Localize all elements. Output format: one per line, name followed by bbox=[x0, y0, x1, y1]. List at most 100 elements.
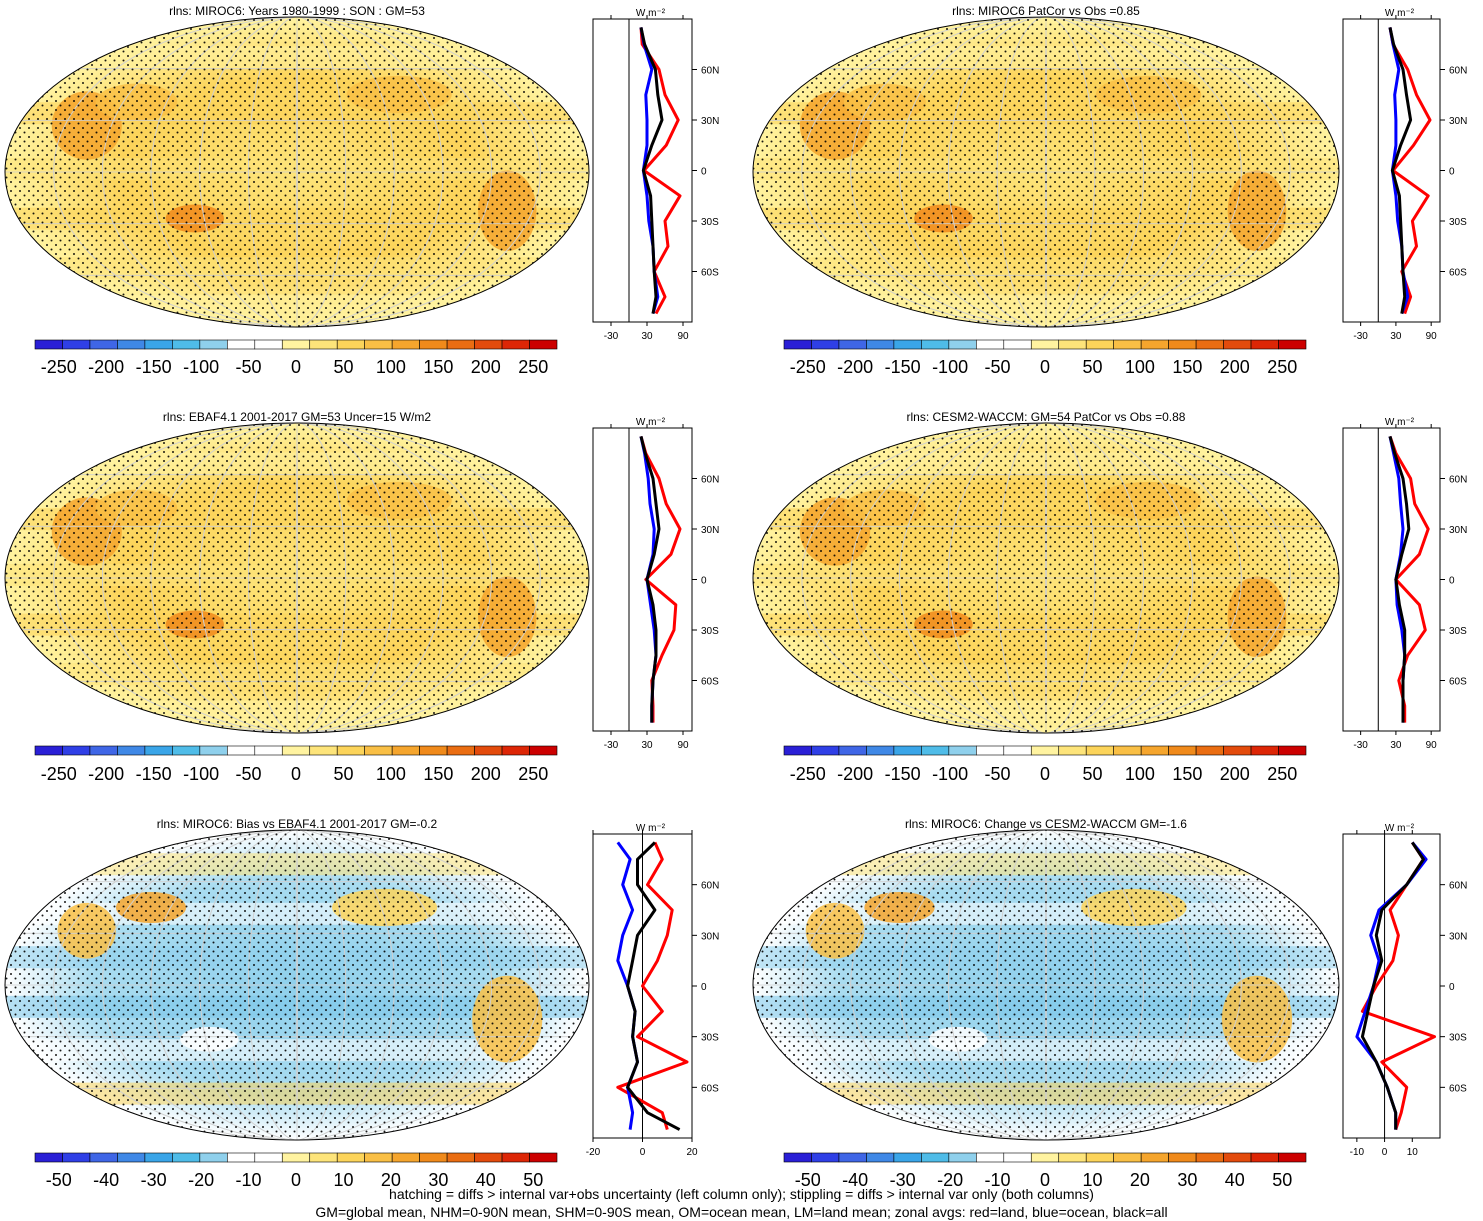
zonal-y-tick: 30S bbox=[1449, 217, 1467, 228]
zonal-mean-panel: W m⁻² -30 30 90 60N 30N 0 30S 60S bbox=[592, 8, 719, 342]
zonal-x-tick: -30 bbox=[1353, 740, 1368, 751]
colorbar-swatch bbox=[529, 745, 558, 756]
zonal-y-tick: 60S bbox=[1449, 677, 1467, 688]
colorbar-swatch bbox=[172, 339, 201, 350]
colorbar-swatch bbox=[1168, 745, 1197, 756]
colorbar-swatch bbox=[501, 1152, 530, 1163]
colorbar-swatch bbox=[1195, 745, 1224, 756]
panel-3: rlns: EBAF4.1 2001-2017 GM=53 Uncer=15 W… bbox=[4, 410, 719, 784]
colorbar-swatch bbox=[227, 745, 256, 756]
colorbar-label: -10 bbox=[236, 1170, 262, 1190]
zonal-y-tick: 60N bbox=[701, 66, 719, 77]
colorbar-swatch bbox=[1250, 1152, 1279, 1163]
colorbar-swatch bbox=[336, 1152, 365, 1163]
colorbar-label: -100 bbox=[183, 764, 219, 784]
colorbar-swatch bbox=[309, 745, 338, 756]
colorbar-swatch bbox=[62, 1152, 91, 1163]
colorbar-swatch bbox=[811, 745, 840, 756]
colorbar-label: -30 bbox=[141, 1170, 167, 1190]
colorbar-swatch bbox=[783, 339, 812, 350]
colorbar-label: -50 bbox=[985, 357, 1011, 377]
zonal-units: W m⁻² bbox=[1385, 823, 1415, 834]
zonal-x-tick: -30 bbox=[604, 331, 619, 342]
map-field bbox=[5, 423, 589, 733]
colorbar-swatch bbox=[921, 1152, 950, 1163]
colorbar-label: 50 bbox=[1082, 357, 1102, 377]
colorbar-label: 50 bbox=[523, 1170, 543, 1190]
colorbar-swatch bbox=[89, 1152, 118, 1163]
colorbar-swatch bbox=[1168, 339, 1197, 350]
colorbar-label: 50 bbox=[333, 357, 353, 377]
colorbar-swatch bbox=[474, 1152, 503, 1163]
colorbar-swatch bbox=[34, 1152, 63, 1163]
colorbar-label: 30 bbox=[428, 1170, 448, 1190]
colorbar-swatch bbox=[227, 339, 256, 350]
colorbar-label: 20 bbox=[381, 1170, 401, 1190]
colorbar-swatch bbox=[117, 339, 146, 350]
zonal-series-all bbox=[1388, 435, 1411, 723]
colorbar-label: 50 bbox=[1272, 1170, 1292, 1190]
colorbar-label: -200 bbox=[837, 357, 873, 377]
zonal-y-tick: 0 bbox=[1449, 576, 1455, 587]
colorbar-swatch bbox=[1030, 1152, 1060, 1163]
colorbar-label: 250 bbox=[1267, 357, 1297, 377]
colorbar-label: -30 bbox=[890, 1170, 916, 1190]
zonal-units: W m⁻² bbox=[636, 417, 666, 428]
zonal-y-tick: 0 bbox=[1449, 167, 1455, 178]
colorbar-label: -100 bbox=[183, 357, 219, 377]
map-border bbox=[4, 16, 590, 328]
colorbar-label: 150 bbox=[1172, 357, 1202, 377]
zonal-y-tick: 30S bbox=[701, 217, 719, 228]
colorbar-swatch bbox=[419, 1152, 448, 1163]
map-field bbox=[753, 423, 1339, 733]
colorbar-label: -10 bbox=[985, 1170, 1011, 1190]
zonal-y-tick: 30N bbox=[1449, 931, 1467, 942]
colorbar-swatch bbox=[1003, 745, 1032, 756]
zonal-mean-panel: W m⁻² -30 30 90 60N 30N 0 30S 60S bbox=[1342, 8, 1467, 342]
colorbar-swatch bbox=[1113, 1152, 1142, 1163]
colorbar-swatch bbox=[1278, 339, 1307, 350]
zonal-x-tick: 0 bbox=[1382, 1147, 1388, 1158]
colorbar-label: -50 bbox=[46, 1170, 72, 1190]
colorbar: -250 -200 -150 -100 -50 0 50 100 150 200 250 bbox=[783, 339, 1307, 377]
zonal-x-tick: 0 bbox=[640, 1147, 646, 1158]
colorbar-swatch bbox=[1250, 745, 1279, 756]
zonal-y-tick: 60S bbox=[1449, 1083, 1467, 1094]
colorbar-swatch bbox=[866, 1152, 895, 1163]
colorbar-label: 0 bbox=[291, 1170, 301, 1190]
zonal-y-tick: 60S bbox=[1449, 268, 1467, 279]
colorbar-label: 200 bbox=[1220, 764, 1250, 784]
colorbar-swatch bbox=[336, 339, 365, 350]
zonal-x-tick: 90 bbox=[1426, 740, 1438, 751]
zonal-mean-panel: W m⁻² -30 30 90 60N 30N 0 30S 60S bbox=[1342, 417, 1467, 751]
zonal-y-tick: 60N bbox=[1449, 475, 1467, 486]
zonal-x-tick: -20 bbox=[586, 1147, 601, 1158]
zonal-x-tick: 30 bbox=[1390, 740, 1402, 751]
colorbar-swatch bbox=[281, 745, 311, 756]
colorbar: -250 -200 -150 -100 -50 0 50 100 150 200 250 bbox=[34, 339, 558, 377]
zonal-x-tick: 30 bbox=[641, 740, 653, 751]
colorbar: -50 -40 -30 -20 -10 0 10 20 30 40 50 bbox=[34, 1152, 558, 1190]
map-field bbox=[5, 830, 589, 1140]
colorbar-label: -250 bbox=[41, 357, 77, 377]
colorbar-swatch bbox=[1085, 1152, 1114, 1163]
colorbar-swatch bbox=[474, 339, 503, 350]
zonal-x-tick: 20 bbox=[686, 1147, 698, 1158]
colorbar-swatch bbox=[254, 1152, 283, 1163]
colorbar-swatch bbox=[391, 1152, 420, 1163]
zonal-y-tick: 60S bbox=[701, 1083, 719, 1094]
colorbar-swatch bbox=[866, 745, 895, 756]
colorbar-swatch bbox=[227, 1152, 256, 1163]
map-border bbox=[752, 422, 1340, 734]
colorbar-label: 50 bbox=[1082, 764, 1102, 784]
colorbar-label: 150 bbox=[423, 764, 453, 784]
colorbar-swatch bbox=[1085, 339, 1114, 350]
zonal-x-tick: 90 bbox=[677, 331, 689, 342]
colorbar-swatch bbox=[1223, 1152, 1252, 1163]
colorbar-label: 50 bbox=[333, 764, 353, 784]
panel-title: rlns: MIROC6: Years 1980-1999 : SON : GM… bbox=[169, 4, 425, 18]
colorbar-swatch bbox=[1278, 745, 1307, 756]
zonal-units: W m⁻² bbox=[1385, 417, 1415, 428]
footer-note-legend: GM=global mean, NHM=0-90N mean, SHM=0-90… bbox=[315, 1204, 1168, 1220]
colorbar-swatch bbox=[1058, 745, 1087, 756]
